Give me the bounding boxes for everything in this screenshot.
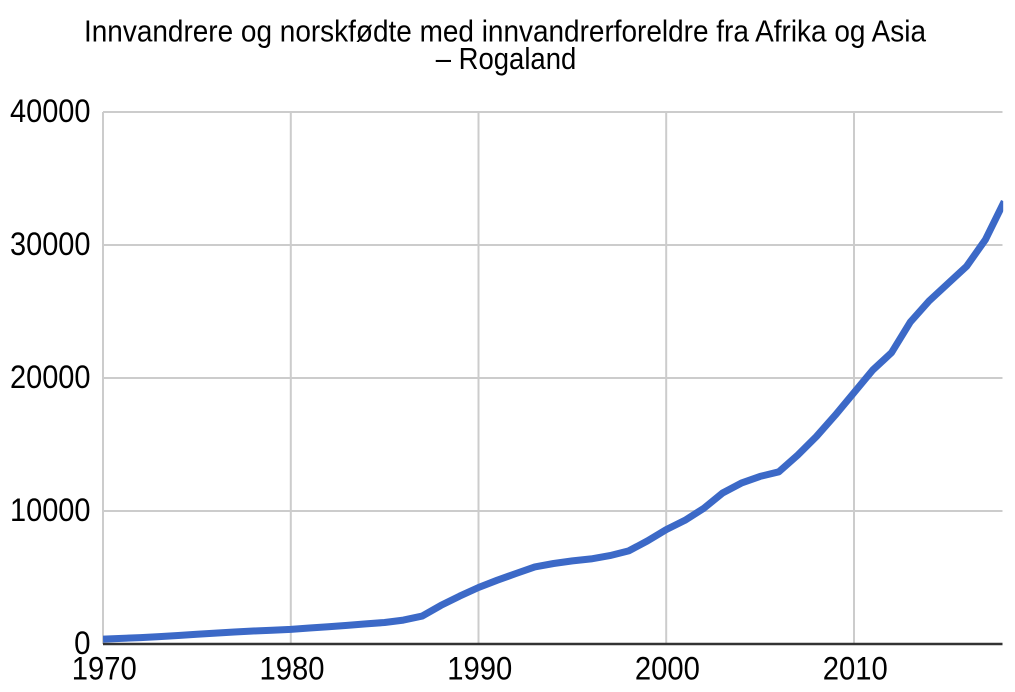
svg-text:2000: 2000 (635, 651, 700, 687)
svg-text:1980: 1980 (260, 651, 325, 687)
svg-text:1970: 1970 (72, 651, 137, 687)
svg-text:– Rogaland: – Rogaland (436, 41, 577, 76)
svg-text:0: 0 (74, 625, 90, 661)
svg-text:2010: 2010 (823, 651, 888, 687)
svg-text:20000: 20000 (10, 359, 91, 395)
svg-text:30000: 30000 (10, 226, 91, 262)
svg-text:1990: 1990 (447, 651, 512, 687)
svg-text:Innvandrere og norskfødte med: Innvandrere og norskfødte med innvandrer… (84, 14, 927, 49)
svg-text:10000: 10000 (10, 492, 91, 528)
svg-text:40000: 40000 (10, 93, 91, 129)
